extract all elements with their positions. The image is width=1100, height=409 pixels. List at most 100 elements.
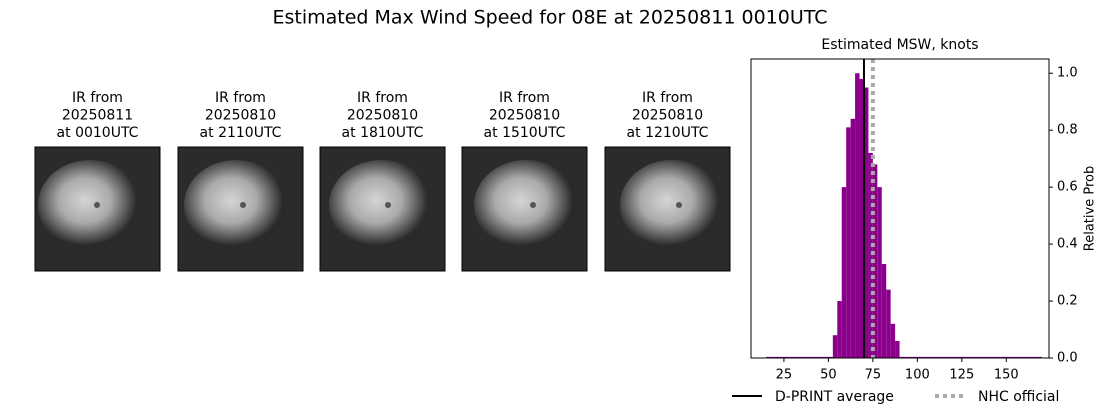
bar [837,301,842,358]
y-tick-label: 0.4 [1057,237,1078,252]
bar [908,356,913,358]
x-tick-label: 25 [776,368,793,383]
storm-eye [676,202,682,208]
image-title: at 2110UTC [200,125,282,141]
bar [788,356,793,358]
bar [766,356,771,358]
bar [1010,356,1016,358]
bar [984,356,989,358]
bar [783,356,789,358]
bar [1024,356,1029,358]
image-title: at 1810UTC [342,125,424,141]
bar [917,356,922,358]
figure-title: Estimated Max Wind Speed for 08E at 2025… [272,7,827,29]
bar [970,356,976,358]
bar [1001,356,1007,358]
bar [944,356,949,358]
bar [939,356,945,358]
image-title: at 1510UTC [484,125,566,141]
bar [926,356,931,358]
image-title: at 0010UTC [57,125,139,141]
bar [806,356,811,358]
bar [832,335,838,358]
bar [979,356,985,358]
bar [948,356,953,358]
bar [890,323,896,358]
bar [775,356,780,358]
storm-eye [385,202,391,208]
storm-eye [240,202,246,208]
y-tick-label: 0.8 [1057,123,1078,138]
bar [1028,356,1033,358]
storm-cloud [184,160,288,250]
image-title: IR from [499,90,550,106]
bar [904,356,909,358]
storm-cloud [620,160,724,250]
image-title: IR from [357,90,408,106]
y-tick-label: 0.6 [1057,180,1078,195]
bar [846,127,851,358]
x-tick-label: 100 [905,368,930,383]
storm-eye [530,202,536,208]
bar [850,118,856,358]
bar [877,187,882,358]
bar [952,356,958,358]
x-tick-label: 125 [949,368,974,383]
bar [797,356,802,358]
storm-cloud [474,160,578,250]
x-tick-label: 75 [865,368,882,383]
bar [921,356,927,358]
bar [992,356,998,358]
bar [988,356,993,358]
bar [912,356,918,358]
bar [975,356,980,358]
bar [930,356,936,358]
bar [1032,356,1038,358]
y-tick-label: 0.0 [1057,351,1078,366]
plot-frame [750,58,1050,359]
bar [899,356,905,358]
image-title: IR from [642,90,693,106]
bar [1037,356,1042,358]
bar [886,289,891,358]
bar [966,356,971,358]
bar [872,164,878,358]
bar [841,187,847,358]
image-title: 20250810 [205,108,276,124]
bar [895,340,900,358]
bar [997,356,1002,358]
bar [815,356,820,358]
image-title: 20250810 [632,108,703,124]
bar [855,73,860,358]
y-tick-label: 0.2 [1057,294,1078,309]
bar [828,356,833,358]
y-tick-label: 1.0 [1057,66,1078,81]
y-axis-label: Relative Prob [1083,166,1098,251]
bar [823,356,829,358]
legend-label: D-PRINT average [775,389,894,405]
image-title: IR from [72,90,123,106]
x-tick-label: 50 [820,368,837,383]
bar [801,356,807,358]
image-title: IR from [215,90,266,106]
x-tick-label: 150 [994,368,1019,383]
bar [1006,356,1011,358]
bar [1019,356,1025,358]
bar [819,356,824,358]
image-title: 20250810 [489,108,560,124]
bar [881,264,887,358]
bar [1015,356,1020,358]
image-title: 20250810 [347,108,418,124]
storm-eye [94,202,100,208]
bar [792,356,798,358]
bar [961,356,967,358]
image-title: 20250811 [62,108,133,124]
legend-label: NHC official [978,389,1059,405]
bar [779,356,784,358]
bar [935,356,940,358]
storm-cloud [38,160,142,250]
storm-cloud [329,160,433,250]
image-title: at 1210UTC [627,125,709,141]
chart-title: Estimated MSW, knots [821,37,978,53]
